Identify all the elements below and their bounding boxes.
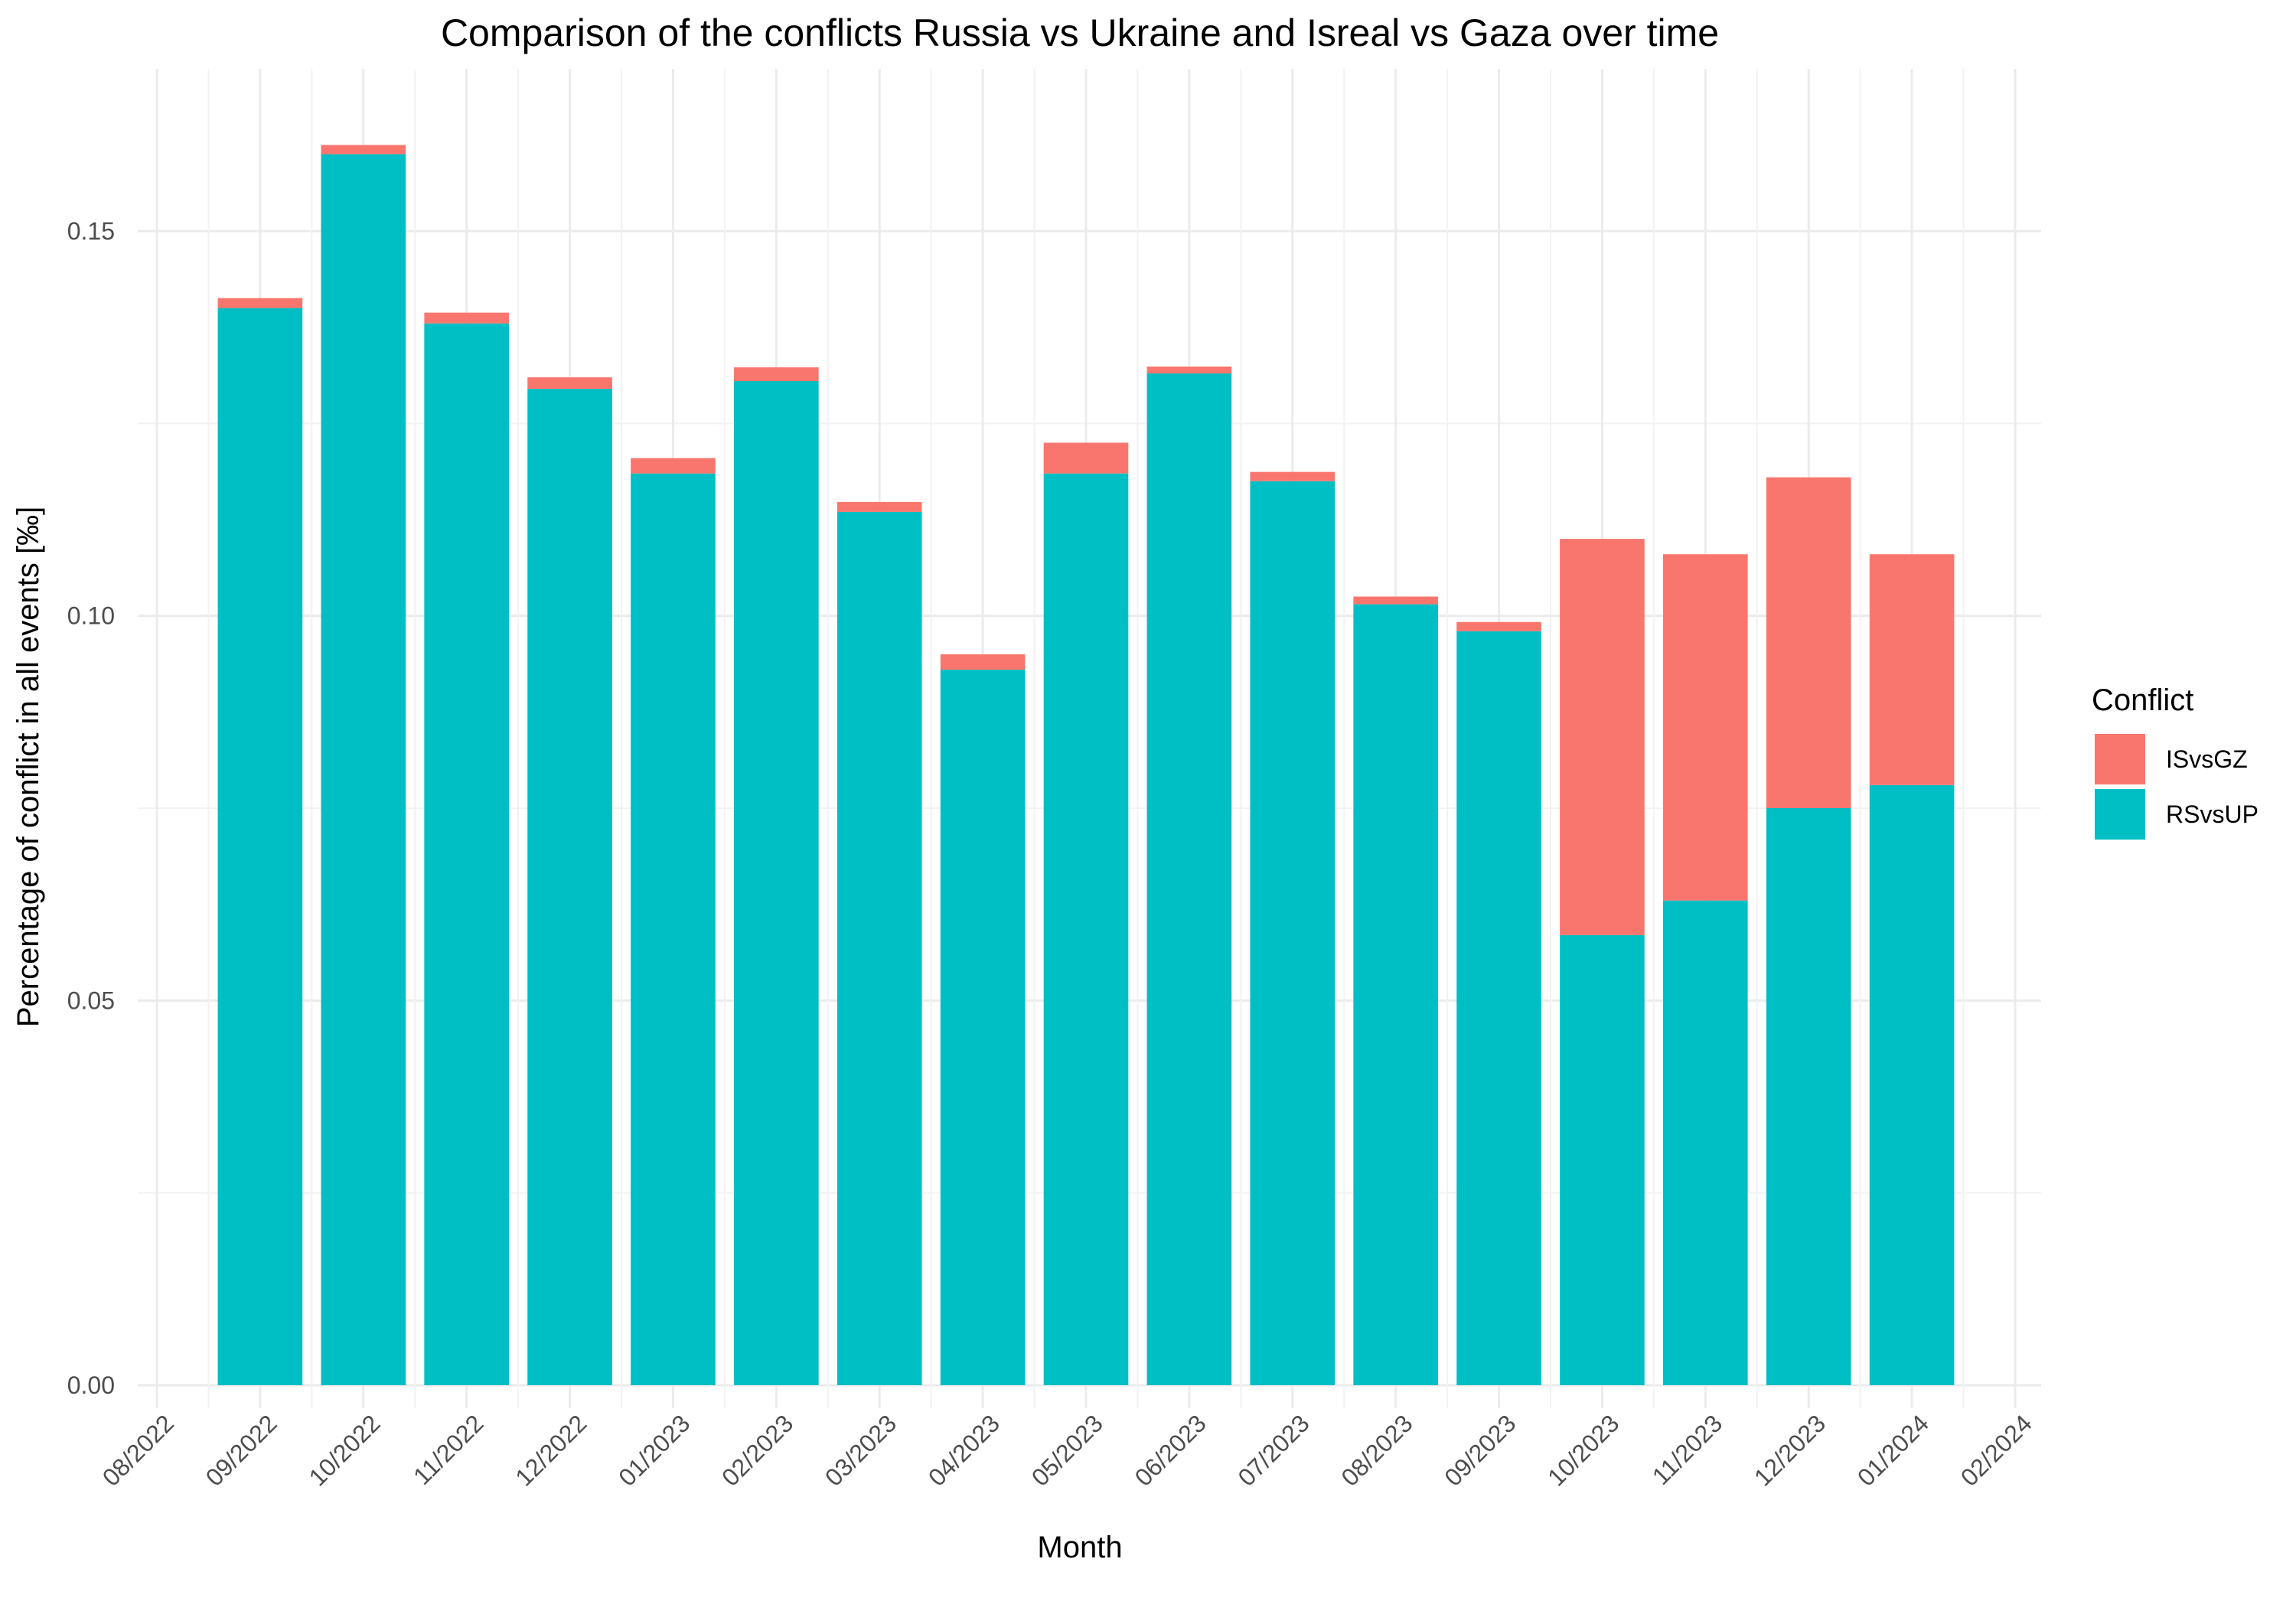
bar-rsvsup-02-2023 xyxy=(734,381,819,1385)
legend-title: Conflict xyxy=(2092,683,2193,717)
x-tick-label: 11/2022 xyxy=(408,1409,489,1490)
bar-isvsgz-10-2022 xyxy=(321,145,406,155)
bar-isvsgz-02-2023 xyxy=(734,367,819,382)
legend-key-rsvsup xyxy=(2095,789,2145,840)
bar-rsvsup-01-2023 xyxy=(631,473,716,1386)
bar-isvsgz-10-2023 xyxy=(1560,539,1645,935)
bar-rsvsup-09-2022 xyxy=(217,308,303,1385)
legend-label-isvsgz: ISvsGZ xyxy=(2166,745,2248,773)
x-tick-label: 02/2024 xyxy=(1955,1409,2037,1491)
legend-label-rsvsup: RSvsUP xyxy=(2166,801,2258,828)
bar-rsvsup-07-2023 xyxy=(1250,481,1336,1385)
bar-rsvsup-05-2023 xyxy=(1043,473,1129,1386)
x-tick-label: 09/2022 xyxy=(201,1409,282,1491)
bar-isvsgz-08-2023 xyxy=(1353,596,1438,605)
y-tick-label: 0.05 xyxy=(67,986,115,1014)
legend: Conflict ISvsGZ RSvsUP xyxy=(2092,683,2258,840)
bar-layer xyxy=(217,145,1955,1386)
x-tick-label: 08/2023 xyxy=(1336,1409,1417,1491)
x-tick-label: 12/2023 xyxy=(1749,1409,1831,1491)
x-axis-title: Month xyxy=(1037,1531,1122,1564)
bar-isvsgz-07-2023 xyxy=(1250,471,1336,481)
x-tick-label: 05/2023 xyxy=(1026,1409,1108,1491)
bar-isvsgz-01-2023 xyxy=(631,458,716,474)
x-tick-label: 01/2023 xyxy=(613,1409,695,1491)
y-tick-label: 0.10 xyxy=(67,602,115,630)
bar-rsvsup-10-2023 xyxy=(1560,934,1645,1385)
chart-title: Comparison of the conflicts Russia vs Uk… xyxy=(441,11,1719,54)
bar-isvsgz-11-2022 xyxy=(424,312,509,324)
bar-rsvsup-12-2023 xyxy=(1766,808,1851,1385)
x-tick-label: 07/2023 xyxy=(1232,1409,1314,1491)
legend-key-isvsgz xyxy=(2095,734,2145,784)
bar-isvsgz-12-2023 xyxy=(1766,477,1851,808)
x-tick-label: 10/2023 xyxy=(1542,1409,1624,1491)
x-tick-label: 01/2024 xyxy=(1852,1409,1934,1491)
x-tick-label: 12/2022 xyxy=(510,1409,592,1491)
x-tick-label: 09/2023 xyxy=(1439,1409,1521,1491)
bar-isvsgz-09-2023 xyxy=(1456,621,1541,631)
y-tick-label: 0.15 xyxy=(67,217,115,245)
bar-rsvsup-11-2022 xyxy=(424,323,509,1385)
bar-rsvsup-01-2024 xyxy=(1869,784,1955,1385)
bar-isvsgz-01-2024 xyxy=(1869,554,1955,785)
bar-rsvsup-11-2023 xyxy=(1663,900,1748,1385)
x-tick-label: 06/2023 xyxy=(1130,1409,1212,1491)
bar-rsvsup-10-2022 xyxy=(321,154,406,1385)
bar-isvsgz-03-2023 xyxy=(837,501,922,512)
x-tick-label: 11/2023 xyxy=(1647,1409,1728,1490)
bar-isvsgz-04-2023 xyxy=(940,654,1026,670)
x-tick-label: 03/2023 xyxy=(820,1409,902,1491)
bar-isvsgz-11-2023 xyxy=(1663,554,1748,901)
y-axis-title: Percentage of conflict in all events [‰] xyxy=(11,507,45,1027)
bar-rsvsup-12-2022 xyxy=(527,389,612,1386)
bar-isvsgz-09-2022 xyxy=(217,298,303,308)
bar-rsvsup-03-2023 xyxy=(837,511,922,1385)
bar-isvsgz-05-2023 xyxy=(1043,442,1129,474)
bar-rsvsup-08-2023 xyxy=(1353,604,1438,1385)
bar-isvsgz-12-2022 xyxy=(527,377,612,390)
bar-rsvsup-09-2023 xyxy=(1456,631,1541,1385)
x-tick-label: 10/2022 xyxy=(303,1409,385,1491)
bar-rsvsup-04-2023 xyxy=(940,670,1026,1385)
x-tick-label: 04/2023 xyxy=(923,1409,1005,1491)
bar-rsvsup-06-2023 xyxy=(1146,373,1232,1385)
x-tick-label: 08/2022 xyxy=(97,1409,179,1491)
y-tick-label: 0.00 xyxy=(67,1371,115,1399)
x-tick-label: 02/2023 xyxy=(716,1409,798,1491)
bar-isvsgz-06-2023 xyxy=(1146,366,1232,373)
